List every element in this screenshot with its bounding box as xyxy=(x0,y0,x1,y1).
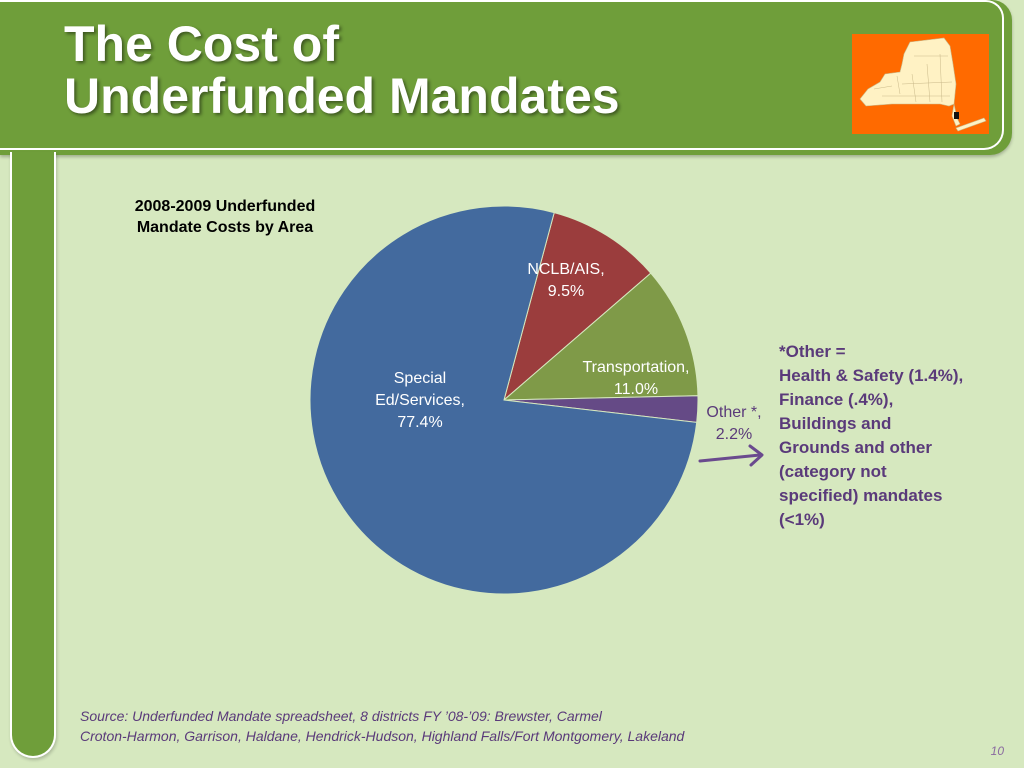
source-line-1: Source: Underfunded Mandate spreadsheet,… xyxy=(80,708,602,724)
slide-title: The Cost of Underfunded Mandates xyxy=(64,18,620,122)
note-line: *Other = xyxy=(779,342,846,361)
note-line: Buildings and xyxy=(779,414,892,433)
note-line: Health & Safety (1.4%), xyxy=(779,366,964,385)
pie-slices xyxy=(309,205,699,595)
page-number: 10 xyxy=(990,744,1004,758)
slide-title-line-1: The Cost of xyxy=(64,16,339,72)
left-accent-bar xyxy=(10,152,56,758)
note-line: (<1%) xyxy=(779,510,825,529)
other-category-note: *Other = Health & Safety (1.4%), Finance… xyxy=(779,340,1011,532)
chart-title-line-1: 2008-2009 Underfunded xyxy=(134,198,316,215)
pie-slice-special-ed-services xyxy=(309,205,698,595)
pie-slice-label: Transportation, 11.0% xyxy=(582,359,689,398)
other-note-arrow xyxy=(698,444,764,467)
pie-slice-label: NCLB/AIS, 9.5% xyxy=(527,261,604,300)
note-line: Finance (.4%), xyxy=(779,390,894,409)
note-line: Grounds and other xyxy=(779,438,932,457)
note-line: specified) mandates xyxy=(779,486,943,505)
chart-title-line-2: Mandate Costs by Area xyxy=(136,219,314,236)
note-line: (category not xyxy=(779,462,887,481)
pie-slice-label: Special Ed/Services, 77.4% xyxy=(375,370,465,431)
source-citation: Source: Underfunded Mandate spreadsheet,… xyxy=(80,706,980,746)
new-york-map-icon xyxy=(852,34,989,134)
chart-title: 2008-2009 Underfunded Mandate Costs by A… xyxy=(96,196,354,238)
slide-title-line-2: Underfunded Mandates xyxy=(64,68,620,124)
pie-slice-labels: NCLB/AIS, 9.5% Transportation, 11.0% Other *… xyxy=(375,261,761,443)
header-border xyxy=(0,0,1004,150)
pie-slice-nclb-ais xyxy=(503,211,652,402)
pie-slice-label: Other *, 2.2% xyxy=(706,404,761,443)
source-line-2: Croton-Harmon, Garrison, Haldane, Hendri… xyxy=(80,728,685,744)
pie-slice-transportation xyxy=(502,272,699,401)
header-band xyxy=(0,0,1012,155)
